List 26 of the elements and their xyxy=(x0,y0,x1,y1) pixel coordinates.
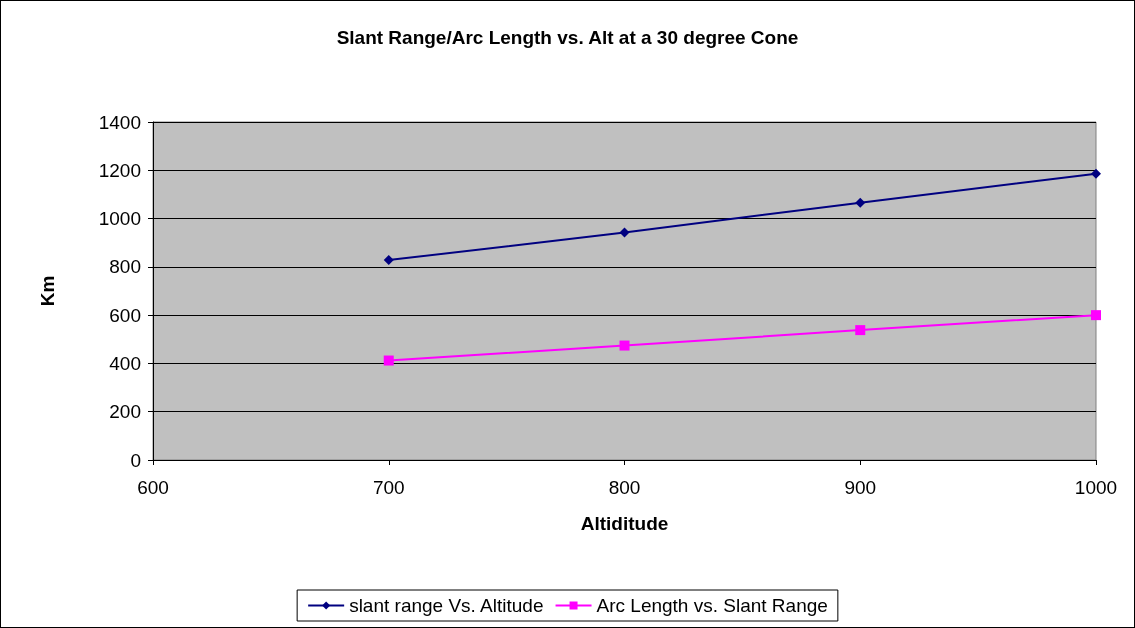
chart-title: Slant Range/Arc Length vs. Alt at a 30 degree Cone xyxy=(336,27,799,48)
x-tick-label: 800 xyxy=(608,477,641,498)
x-tick-label: 700 xyxy=(372,477,405,498)
y-tick-label: 1000 xyxy=(98,208,141,230)
point xyxy=(619,227,630,238)
point xyxy=(1091,168,1101,179)
y-tick-label: 800 xyxy=(109,256,141,278)
point xyxy=(383,255,394,266)
point xyxy=(1091,310,1101,321)
point xyxy=(855,197,866,208)
x-tick-label: 1000 xyxy=(1074,477,1118,498)
y-axis-title: Km xyxy=(37,275,58,307)
x-tick-label: 900 xyxy=(844,477,877,498)
y-tick-label: 1200 xyxy=(98,159,141,181)
point xyxy=(383,355,394,366)
legend-label: slant range Vs. Altitude xyxy=(349,595,544,616)
point xyxy=(619,340,630,351)
x-axis-title: Altiditude xyxy=(580,513,669,534)
point xyxy=(855,325,866,336)
y-tick-label: 400 xyxy=(109,352,141,374)
y-tick-label: 1400 xyxy=(98,111,141,133)
y-tick-label: 0 xyxy=(130,449,141,471)
legend-label: Arc Length vs. Slant Range xyxy=(596,595,828,616)
y-tick-label: 600 xyxy=(109,304,141,326)
x-tick-label: 600 xyxy=(137,477,169,498)
y-tick-label: 200 xyxy=(109,401,141,423)
